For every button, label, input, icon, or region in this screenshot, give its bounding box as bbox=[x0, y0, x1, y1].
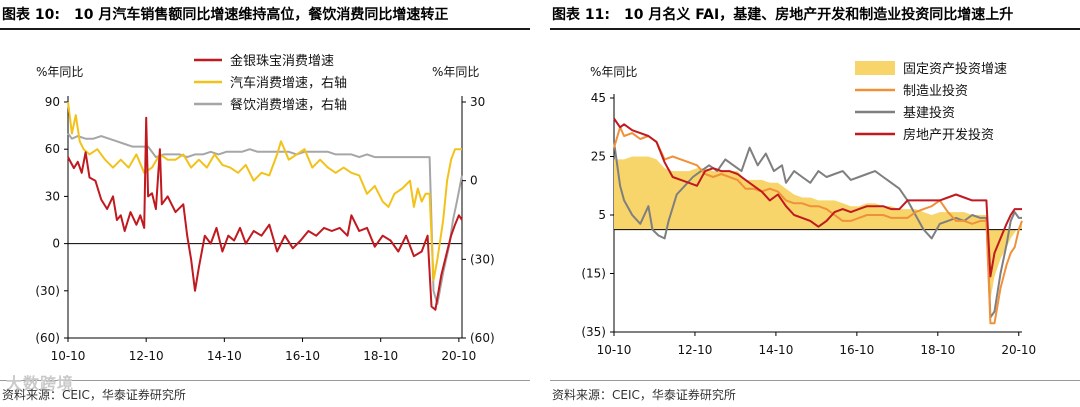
left-chart-plot: %年同比 %年同比 90 60 30 0 (30) (60) 30 0 (30) (60) 10-10 1… bbox=[35, 53, 495, 363]
y-left-tick-label: (60) bbox=[35, 331, 60, 345]
right-chart-plot: %年同比 45 25 5 (15) (35) 10-10 12-10 14-10 16-10 18-… bbox=[581, 61, 1036, 357]
y-left-tick-label: 0 bbox=[52, 237, 60, 251]
series-line-manufacturing bbox=[613, 126, 1023, 325]
left-chart-panel: 图表 10: 10 月汽车销售额同比增速维持高位，餐饮消费同比增速转正 %年同比… bbox=[0, 0, 530, 407]
y-right-tick-label: 0 bbox=[470, 174, 478, 188]
legend-label-realestate: 房地产开发投资 bbox=[903, 127, 994, 143]
y-tick-label: 25 bbox=[591, 150, 606, 164]
y-tick-label: (35) bbox=[581, 325, 606, 339]
legend-label-fai_fill: 固定资产投资增速 bbox=[903, 61, 1007, 77]
y-right-axis-label: %年同比 bbox=[432, 65, 479, 79]
y-right-tick-label: (60) bbox=[470, 331, 495, 345]
x-tick-label: 10-10 bbox=[51, 349, 86, 363]
x-tick-label: 14-10 bbox=[758, 343, 793, 357]
watermark-logo: 大数跨境 bbox=[6, 374, 75, 393]
x-tick-label: 12-10 bbox=[129, 349, 164, 363]
series-line-catering bbox=[67, 132, 463, 305]
left-chart-title: 10 月汽车销售额同比增速维持高位，餐饮消费同比增速转正 bbox=[73, 7, 449, 23]
legend-label-auto: 汽车消费增速，右轴 bbox=[230, 75, 347, 91]
left-chart-figure-label: 图表 10: bbox=[2, 7, 60, 23]
y-left-tick-label: 90 bbox=[45, 95, 60, 109]
right-chart-panel: 图表 11: 10 月名义 FAI，基建、房地产开发和制造业投资同比增速上升 %… bbox=[550, 0, 1080, 407]
right-chart-bottom-rule bbox=[550, 380, 1080, 381]
y-tick-label: (15) bbox=[581, 267, 606, 281]
right-chart-title: 10 月名义 FAI，基建、房地产开发和制造业投资同比增速上升 bbox=[623, 7, 1014, 23]
series-line-realestate bbox=[613, 117, 1022, 278]
series-area-fai bbox=[614, 156, 1022, 300]
y-left-axis-label: %年同比 bbox=[36, 65, 83, 79]
right-chart-figure-label: 图表 11: bbox=[552, 7, 610, 23]
right-chart-source: 资料来源：CEIC，华泰证券研究所 bbox=[552, 388, 736, 402]
legend-label-infrastructure: 基建投资 bbox=[903, 105, 955, 121]
legend-label-jewelry: 金银珠宝消费增速 bbox=[230, 53, 334, 69]
left-chart-source: 资料来源：CEIC，华泰证券研究所 bbox=[2, 388, 186, 402]
y-right-tick-label: (30) bbox=[470, 252, 495, 266]
series-line-infrastructure bbox=[613, 141, 1022, 319]
x-tick-label: 14-10 bbox=[207, 349, 242, 363]
x-tick-label: 16-10 bbox=[839, 343, 874, 357]
y-left-tick-label: (30) bbox=[35, 284, 60, 298]
legend-label-manufacturing: 制造业投资 bbox=[903, 83, 968, 99]
y-tick-label: 5 bbox=[598, 208, 606, 222]
series-line-jewelry bbox=[67, 116, 463, 311]
x-tick-label: 12-10 bbox=[678, 343, 713, 357]
y-left-tick-label: 30 bbox=[45, 189, 60, 203]
y-axis-label: %年同比 bbox=[590, 65, 637, 79]
x-tick-label: 18-10 bbox=[363, 349, 398, 363]
legend-swatch-fai_fill bbox=[855, 61, 895, 75]
x-tick-label: 18-10 bbox=[920, 343, 955, 357]
series-line-auto bbox=[67, 101, 462, 282]
y-tick-label: 45 bbox=[591, 91, 606, 105]
y-right-tick-label: 30 bbox=[470, 95, 485, 109]
y-left-tick-label: 60 bbox=[45, 142, 60, 156]
x-tick-label: 16-10 bbox=[285, 349, 320, 363]
right-chart-title-bar: 图表 11: 10 月名义 FAI，基建、房地产开发和制造业投资同比增速上升 bbox=[550, 0, 1080, 30]
left-chart-bottom-rule bbox=[0, 380, 530, 381]
legend-label-catering: 餐饮消费增速，右轴 bbox=[230, 97, 347, 113]
x-tick-label: 20-10 bbox=[441, 349, 476, 363]
x-tick-label: 10-10 bbox=[597, 343, 632, 357]
left-chart-title-bar: 图表 10: 10 月汽车销售额同比增速维持高位，餐饮消费同比增速转正 bbox=[0, 0, 530, 30]
x-tick-label: 20-10 bbox=[1001, 343, 1036, 357]
